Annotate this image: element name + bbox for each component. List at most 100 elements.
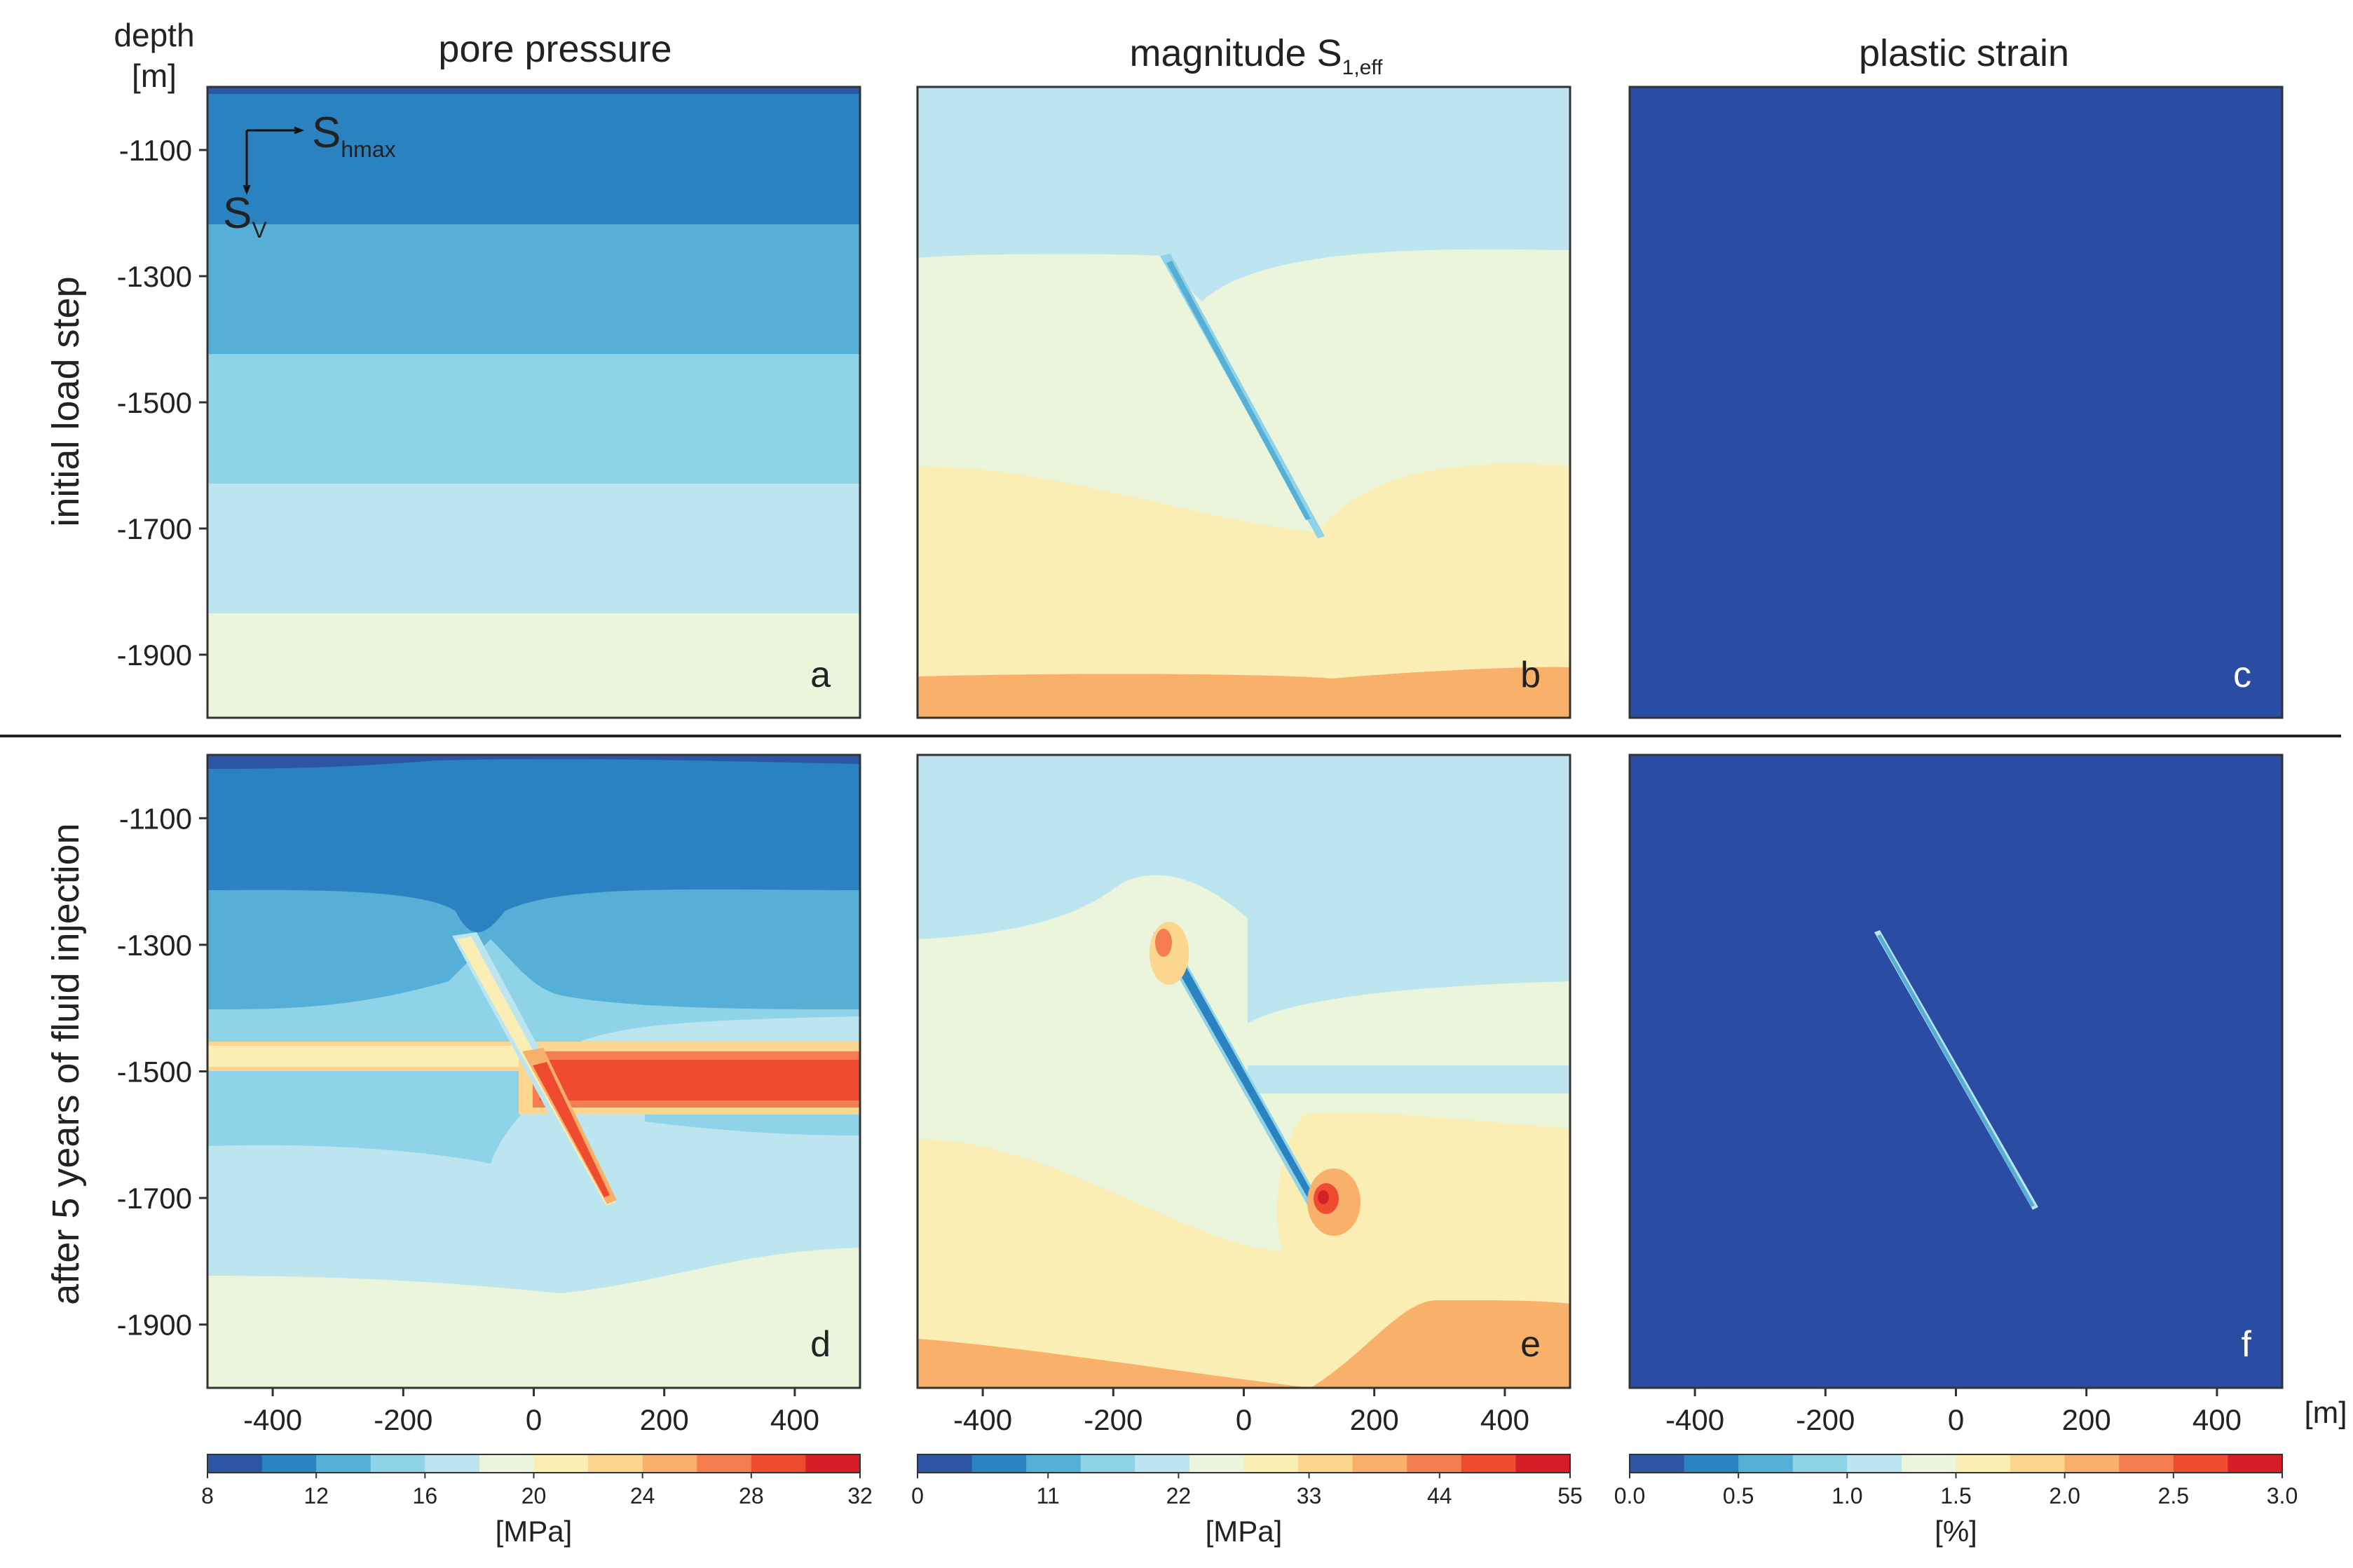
- x-tick-label: -200: [1796, 1403, 1855, 1436]
- x-tick-label: -400: [953, 1403, 1012, 1436]
- colorbar-swatch: [316, 1454, 371, 1473]
- x-tick-label: 400: [1480, 1403, 1529, 1436]
- y-tick-label: -1300: [117, 260, 192, 293]
- colorbar-unit: [MPa]: [496, 1515, 573, 1548]
- panel-letter-e: e: [1520, 1324, 1541, 1365]
- colorbar-swatch: [1080, 1454, 1135, 1473]
- colorbar-swatch: [533, 1454, 589, 1473]
- colorbar-swatch: [697, 1454, 752, 1473]
- colorbar-swatch: [1243, 1454, 1299, 1473]
- x-unit-label: [m]: [2304, 1396, 2347, 1430]
- colorbar-swatch: [588, 1454, 643, 1473]
- colorbar-frame: [917, 1454, 1571, 1473]
- colorbar-swatch: [1792, 1454, 1848, 1473]
- y-tick-label: -1900: [117, 1309, 192, 1342]
- colorbar-swatch: [751, 1454, 806, 1473]
- x-tick-label: -200: [374, 1403, 432, 1436]
- y-tick-label: -1100: [119, 802, 192, 835]
- colorbar-swatch: [207, 1454, 263, 1473]
- colorbar-swatch: [1189, 1454, 1244, 1473]
- y-tick-label: -1100: [119, 134, 192, 167]
- colorbar-swatch: [1352, 1454, 1407, 1473]
- colorbar-swatch: [1901, 1454, 1956, 1473]
- colorbar-swatch: [971, 1454, 1027, 1473]
- colorbar-tick-label: 44: [1427, 1483, 1452, 1508]
- panel-a: [207, 87, 860, 718]
- colorbar-swatch: [1407, 1454, 1462, 1473]
- panel-f: [1630, 755, 2282, 1388]
- panel-c: [1630, 87, 2282, 718]
- x-tick-label: 400: [2192, 1403, 2242, 1436]
- colorbar-swatch: [1515, 1454, 1571, 1473]
- column-title-magnitude-main: magnitude S: [1129, 32, 1342, 74]
- colorbar-tick-label: 55: [1557, 1483, 1583, 1508]
- band-a-5: [207, 613, 860, 718]
- x-tick-label: 0: [1236, 1403, 1252, 1436]
- colorbar-tick-label: 3.0: [2267, 1483, 2298, 1508]
- colorbar-swatch: [2228, 1454, 2283, 1473]
- panel-letter-c: c: [2233, 655, 2251, 695]
- colorbar-tick-label: 0: [911, 1483, 924, 1508]
- colorbar-tick-label: 2.0: [2049, 1483, 2080, 1508]
- stress-direction-arrows: Shmax SV: [223, 109, 396, 243]
- column-title-magnitude: magnitude S1,eff: [1129, 32, 1383, 79]
- column-title-plastic-strain: plastic strain: [1859, 32, 2069, 74]
- panel-e: [918, 755, 1570, 1388]
- panel-c-frame: [1628, 86, 2284, 719]
- x-tick-label: 0: [1948, 1403, 1964, 1436]
- y-tick-label: -1900: [117, 639, 192, 671]
- colorbar-swatch: [370, 1454, 425, 1473]
- panel-letter-a: a: [810, 655, 831, 695]
- panel-letter-f: f: [2242, 1324, 2252, 1365]
- band-a-0: [207, 87, 860, 94]
- band-a-4: [207, 484, 860, 613]
- colorbar-layer: 8 12 16 20 24 28 32 [MPa] 0 11 22 33 44 55 [MPa] 0.0 0.5…: [201, 1454, 2298, 1548]
- colorbar-swatch: [479, 1454, 534, 1473]
- panel-b-frame: [916, 86, 1571, 719]
- colorbar-swatch: [1684, 1454, 1739, 1473]
- band-a-3: [207, 354, 860, 484]
- row-label-after-injection: after 5 years of fluid injection: [45, 823, 87, 1304]
- band-a-2: [207, 224, 860, 354]
- colorbar-swatch: [1026, 1454, 1082, 1473]
- colorbar-tick-label: 33: [1297, 1483, 1322, 1508]
- panel-letter-d: d: [810, 1324, 831, 1365]
- colorbar-swatch: [2064, 1454, 2120, 1473]
- x-tick-label: -400: [243, 1403, 302, 1436]
- y-tick-label: -1300: [117, 929, 192, 962]
- panel-letter-b: b: [1520, 655, 1541, 695]
- colorbar-tick-label: 0.0: [1614, 1483, 1645, 1508]
- colorbar-swatch: [1630, 1454, 1685, 1473]
- depth-unit: [m]: [132, 57, 177, 94]
- axes-layer: -1100 -1300 -1500 -1700 -1900 -1100 -1300 -1500…: [117, 134, 2242, 1436]
- x-tick-label: 200: [640, 1403, 689, 1436]
- colorbar-tick-label: 28: [739, 1483, 764, 1508]
- colorbar-swatch: [1738, 1454, 1794, 1473]
- colorbar-tick-label: 2.5: [2158, 1483, 2189, 1508]
- colorbar-swatch: [1461, 1454, 1516, 1473]
- colorbar-tick-label: 1.5: [1940, 1483, 1971, 1508]
- y-tick-label: -1700: [117, 512, 192, 545]
- colorbar-swatch: [1298, 1454, 1353, 1473]
- colorbar-tick-label: 11: [1037, 1483, 1060, 1508]
- shmax-label: Shmax: [312, 109, 396, 162]
- colorbar-tick-label: 0.5: [1723, 1483, 1754, 1508]
- colorbar-swatch: [805, 1454, 861, 1473]
- x-tick-label: -400: [1665, 1403, 1724, 1436]
- row-label-initial: initial load step: [45, 276, 87, 526]
- y-tick-label: -1500: [117, 386, 192, 419]
- column-title-magnitude-sub: 1,eff: [1342, 56, 1383, 79]
- colorbar-swatch: [2119, 1454, 2174, 1473]
- colorbar-tick-label: 12: [303, 1483, 329, 1508]
- colorbar-tick-label: 1.0: [1832, 1483, 1862, 1508]
- sv-label: SV: [223, 189, 267, 243]
- y-tick-label: -1700: [117, 1182, 192, 1215]
- colorbar-unit: [MPa]: [1206, 1515, 1283, 1548]
- colorbar-tick-label: 32: [847, 1483, 873, 1508]
- colorbar-swatch: [918, 1454, 973, 1473]
- colorbar-swatch: [2173, 1454, 2228, 1473]
- x-tick-label: 0: [526, 1403, 542, 1436]
- x-tick-label: 400: [770, 1403, 819, 1436]
- colorbar-tick-label: 22: [1166, 1483, 1192, 1508]
